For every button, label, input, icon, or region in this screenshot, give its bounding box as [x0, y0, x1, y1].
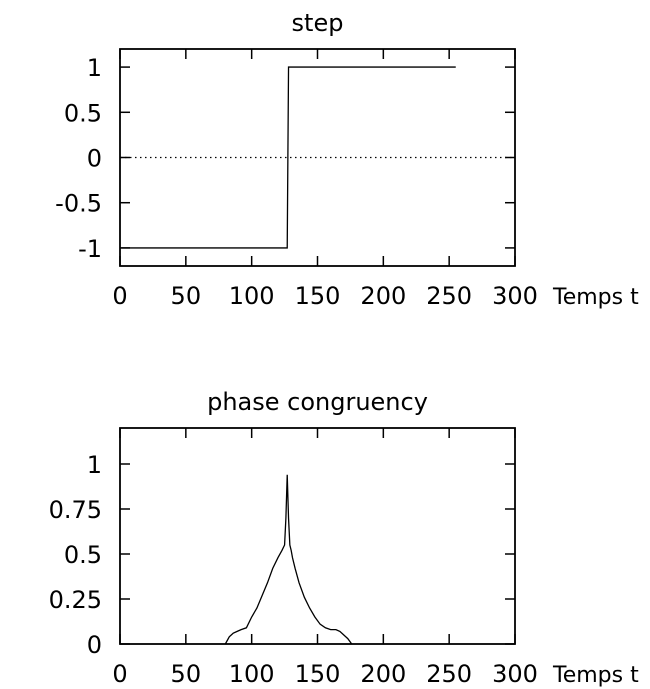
x-axis-label: Temps t: [552, 285, 639, 310]
series-line-1: [224, 474, 353, 645]
y-tick-label: 0.5: [64, 99, 102, 127]
x-tick-label: 200: [360, 660, 406, 688]
x-tick-label: 0: [112, 282, 127, 310]
x-tick-label: 100: [229, 660, 275, 688]
x-tick-label: 100: [229, 282, 275, 310]
x-tick-label: 300: [492, 660, 538, 688]
x-tick-label: 0: [112, 660, 127, 688]
y-tick-label: 0.25: [49, 586, 102, 614]
y-tick-label: 0: [87, 145, 102, 173]
x-tick-label: 200: [360, 282, 406, 310]
y-tick-label: 0: [87, 631, 102, 659]
x-tick-label: 250: [426, 660, 472, 688]
x-tick-label: 50: [171, 660, 202, 688]
y-tick-label: 1: [87, 54, 102, 82]
chart-title: phase congruency: [207, 388, 428, 416]
y-tick-label: -1: [78, 235, 102, 263]
chart-panel-2: phase congruency 0 50 100 150 200 250 300 0 0.25 0…: [49, 388, 640, 688]
y-tick-label: 0.5: [64, 541, 102, 569]
x-tick-label: 250: [426, 282, 472, 310]
x-tick-label: 150: [295, 282, 341, 310]
chart-title: step: [292, 9, 344, 37]
x-tick-label: 300: [492, 282, 538, 310]
x-axis-label: Temps t: [552, 663, 639, 688]
x-tick-label: 150: [295, 660, 341, 688]
chart-panel-1: step 0 50 100 150 200 250 300 -1 -0.5 0 0.5 1 Temps t: [55, 9, 639, 310]
plot-frame: [119, 427, 516, 645]
y-tick-label: 1: [87, 451, 102, 479]
series-line-1: [121, 66, 456, 249]
y-tick-label: -0.5: [55, 190, 102, 218]
plot-frame: [119, 48, 516, 267]
x-tick-label: 50: [171, 282, 202, 310]
y-tick-label: 0.75: [49, 496, 102, 524]
